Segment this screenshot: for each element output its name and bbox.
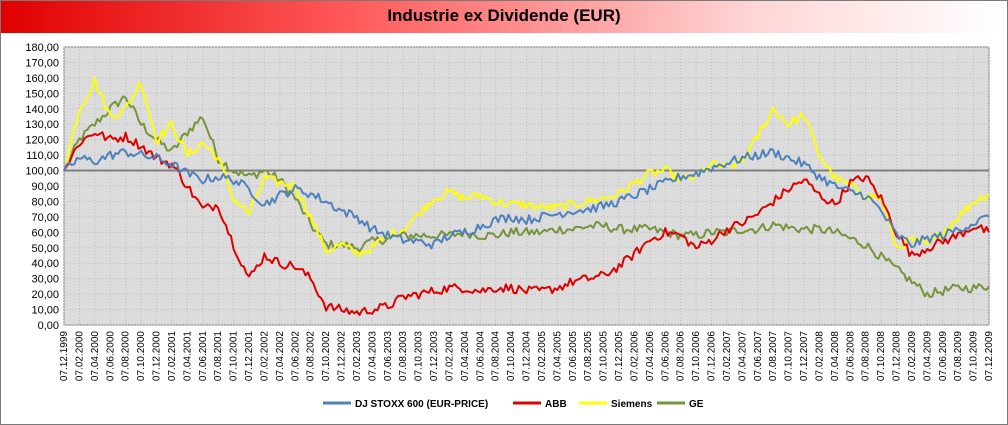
x-tick-label: 07.06.2003 [383,331,394,381]
x-tick-label: 07.04.2005 [552,331,563,381]
x-tick-label: 07.06.2001 [198,331,209,381]
x-tick-label: 07.12.1999 [59,331,70,381]
x-tick-label: 07.10.2003 [414,331,425,381]
x-tick-label: 07.06.2002 [290,331,301,381]
x-tick-label: 07.10.2007 [784,331,795,381]
y-tick-label: 90,00 [31,181,59,193]
x-tick-label: 07.06.2005 [568,331,579,381]
series-line-abb [63,131,990,316]
y-tick-label: 150,00 [25,88,59,100]
y-tick-label: 120,00 [25,135,59,147]
y-tick-label: 10,00 [31,305,59,317]
x-tick-label: 07.02.2006 [629,331,640,381]
x-tick-label: 07.04.2007 [737,331,748,381]
title-bar: Industrie ex Dividende (EUR) [1,1,1007,33]
x-tick-label: 07.02.2008 [814,331,825,381]
x-tick-label: 07.04.2000 [90,331,101,381]
x-tick-label: 07.02.2003 [352,331,363,381]
series-line-dj-stoxx-600-eur-price [63,147,990,250]
x-tick-label: 07.04.2001 [182,331,193,381]
series-line-siemens [63,76,990,258]
y-tick-label: 80,00 [31,196,59,208]
x-tick-label: 07.04.2008 [830,331,841,381]
y-tick-label: 170,00 [25,57,59,69]
line-chart: 0,00 10,00 20,00 30,00 40,00 50,00 60,00 70,00 8… [25,42,995,410]
x-tick-label: 07.12.2008 [892,331,903,381]
x-tick-label: 07.02.2005 [537,331,548,381]
x-tick-label: 07.08.2005 [583,331,594,381]
x-tick-label: 07.12.2000 [152,331,163,381]
x-tick-label: 07.08.2002 [306,331,317,381]
y-tick-label: 160,00 [25,73,59,85]
x-tick-label: 07.06.2004 [475,331,486,381]
x-tick-label: 07.08.2006 [676,331,687,381]
x-tick-label: 07.04.2006 [645,331,656,381]
x-tick-label: 07.10.2001 [229,331,240,381]
x-tick-label: 07.12.2004 [522,331,533,381]
y-tick-label: 40,00 [31,258,59,270]
y-tick-label: 130,00 [25,119,59,131]
x-tick-label: 07.12.2003 [429,331,440,381]
series-line-ge [63,95,990,299]
x-tick-label: 07.08.2008 [861,331,872,381]
legend-label: DJ STOXX 600 (EUR-PRICE) [355,399,488,410]
x-tick-label: 07.04.2004 [460,331,471,381]
x-tick-label: 07.08.2009 [953,331,964,381]
x-tick-label: 07.06.2008 [845,331,856,381]
x-tick-label: 07.10.2006 [691,331,702,381]
x-tick-label: 07.06.2007 [753,331,764,381]
x-tick-label: 07.04.2009 [922,331,933,381]
x-tick-label: 07.04.2002 [275,331,286,381]
legend-label: GE [689,399,704,410]
y-tick-label: 60,00 [31,227,59,239]
y-tick-label: 30,00 [31,274,59,286]
x-tick-label: 07.06.2009 [938,331,949,381]
x-tick-label: 07.12.2006 [707,331,718,381]
x-tick-label: 07.12.2005 [614,331,625,381]
y-tick-label: 110,00 [26,150,59,162]
y-tick-label: 0,00 [38,320,59,332]
x-tick-label: 07.06.2000 [105,331,116,381]
x-tick-label: 07.04.2003 [367,331,378,381]
x-tick-label: 07.10.2009 [969,331,980,381]
y-tick-label: 100,00 [25,166,59,178]
x-tick-label: 07.12.2009 [984,331,995,381]
x-tick-label: 07.08.2001 [213,331,224,381]
x-tick-label: 07.10.2008 [876,331,887,381]
y-tick-label: 180,00 [25,42,59,54]
x-tick-label: 07.10.2002 [321,331,332,381]
x-tick-label: 07.02.2002 [259,331,270,381]
x-tick-label: 07.08.2007 [768,331,779,381]
x-tick-label: 07.02.2009 [907,331,918,381]
y-tick-label: 70,00 [31,212,59,224]
x-tick-label: 07.02.2001 [167,331,178,381]
x-tick-label: 07.08.2000 [121,331,132,381]
x-tick-label: 07.08.2004 [491,331,502,381]
x-tick-label: 07.02.2007 [722,331,733,381]
x-tick-label: 07.10.2005 [599,331,610,381]
legend-label: ABB [545,399,567,410]
x-tick-label: 07.12.2002 [337,331,348,381]
x-tick-label: 07.10.2000 [136,331,147,381]
x-tick-label: 07.12.2001 [244,331,255,381]
legend-label: Siemens [611,399,653,410]
x-tick-label: 07.02.2000 [74,331,85,381]
y-tick-label: 140,00 [25,104,59,116]
y-tick-label: 50,00 [31,243,59,255]
chart-title: Industrie ex Dividende (EUR) [387,6,621,25]
x-tick-label: 07.10.2004 [506,331,517,381]
y-tick-label: 20,00 [31,289,59,301]
x-tick-label: 07.06.2006 [660,331,671,381]
x-tick-label: 07.08.2003 [398,331,409,381]
x-tick-label: 07.12.2007 [799,331,810,381]
x-tick-label: 07.02.2004 [444,331,455,381]
